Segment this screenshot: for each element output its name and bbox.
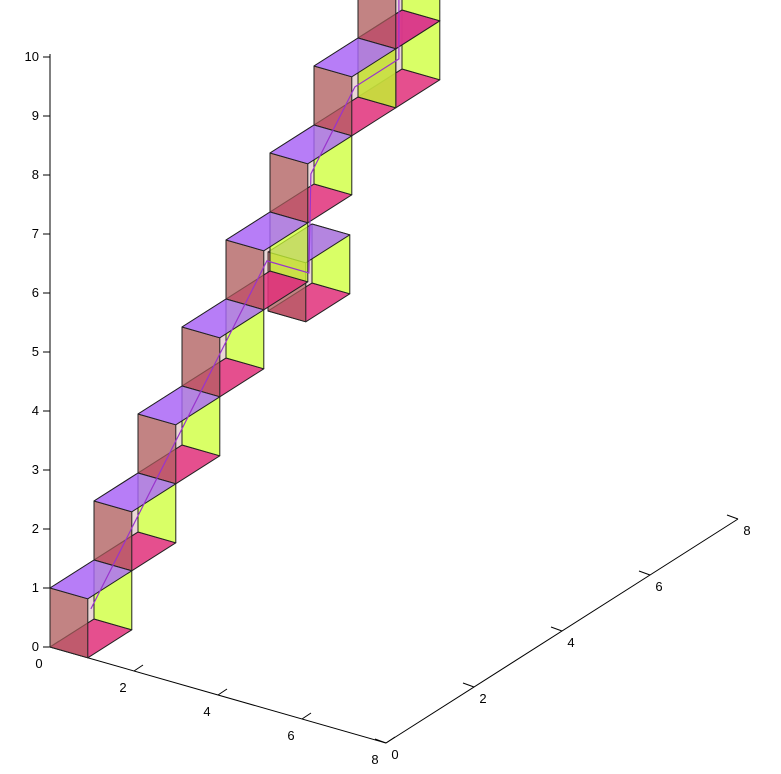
z-tick-label: 4 xyxy=(32,403,39,418)
y-tick-label: 4 xyxy=(567,635,574,650)
y-tick xyxy=(638,570,651,576)
z-tick-label: 6 xyxy=(32,285,39,300)
z-tick-label: 3 xyxy=(32,462,39,477)
cube-right-face xyxy=(401,0,441,22)
cube-top-face xyxy=(313,37,397,78)
z-tick-label: 8 xyxy=(32,167,39,182)
path-line xyxy=(90,0,400,610)
z-tick-label: 1 xyxy=(32,580,39,595)
z-tick-label: 10 xyxy=(25,49,39,64)
x-tick xyxy=(217,688,228,696)
y-tick xyxy=(550,626,563,632)
x-tick-label: 4 xyxy=(203,704,210,719)
cube-top-face xyxy=(225,211,309,252)
x-tick-label: 6 xyxy=(287,728,294,743)
y-tick xyxy=(726,514,739,520)
x-tick xyxy=(133,664,144,672)
cube-front-face xyxy=(137,413,177,485)
cube-front-face xyxy=(269,152,309,224)
z-tick-label: 5 xyxy=(32,344,39,359)
y-tick-label: 0 xyxy=(391,747,398,762)
y-axis: 0 2 4 6 8 xyxy=(374,514,751,762)
x-tick-label: 0 xyxy=(35,656,42,671)
z-tick-label: 9 xyxy=(32,108,39,123)
x-axis: 0 2 4 6 8 xyxy=(35,640,396,767)
cube-front-face xyxy=(49,587,89,659)
cube-front-face xyxy=(93,500,133,572)
y-tick xyxy=(462,682,475,688)
cube-front-face xyxy=(181,326,221,398)
path-group xyxy=(90,0,400,610)
y-tick-label: 2 xyxy=(479,691,486,706)
y-tick-label: 6 xyxy=(655,579,662,594)
z-tick-label: 0 xyxy=(32,639,39,654)
x-tick-label: 2 xyxy=(119,680,126,695)
x-tick xyxy=(301,712,312,720)
x-tick-label: 8 xyxy=(371,752,378,767)
cube-group xyxy=(49,0,441,659)
cube-front-face xyxy=(225,239,265,311)
z-axis: 0 1 2 3 4 5 6 7 8 9 10 xyxy=(25,49,51,654)
y-tick-label: 8 xyxy=(743,523,750,538)
cube-front-face xyxy=(313,65,353,137)
z-tick-label: 2 xyxy=(32,521,39,536)
y-tick xyxy=(374,738,387,744)
z-tick-label: 7 xyxy=(32,226,39,241)
